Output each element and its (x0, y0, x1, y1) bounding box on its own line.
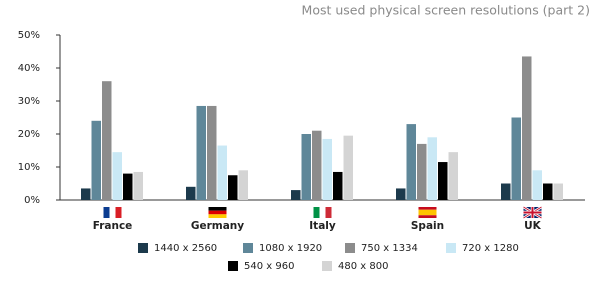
chart-title: Most used physical screen resolutions (p… (302, 3, 590, 18)
flag-part (418, 215, 437, 218)
bar (291, 190, 301, 200)
y-tick-label: 40% (18, 63, 40, 74)
legend-label: 1080 x 1920 (259, 243, 322, 254)
flag-part (103, 207, 110, 218)
flag-part (418, 207, 437, 210)
bar (343, 135, 353, 200)
flag-part (313, 207, 320, 218)
flag-part (325, 207, 332, 218)
bar (501, 183, 511, 200)
bar (532, 170, 542, 200)
flag (103, 207, 122, 218)
bar (123, 173, 133, 200)
bar (81, 188, 91, 200)
flag (522, 205, 543, 220)
bar (333, 171, 343, 200)
flag-part (418, 209, 437, 216)
flag (418, 207, 437, 218)
bar (427, 137, 437, 200)
x-tick-label: Italy (309, 220, 336, 232)
legend-label: 480 x 800 (338, 261, 388, 272)
legend-swatch (322, 261, 332, 271)
flag (208, 207, 227, 218)
x-tick-label: UK (524, 220, 542, 232)
bar (322, 138, 332, 200)
y-tick-label: 10% (18, 162, 40, 173)
bar (312, 130, 322, 200)
legend-swatch (446, 243, 456, 253)
bar (91, 120, 101, 200)
bar (133, 171, 143, 200)
flag (313, 207, 332, 218)
bar (301, 134, 311, 200)
x-tick-label: France (93, 220, 133, 232)
bar (186, 186, 196, 200)
bar (238, 170, 248, 200)
y-tick-label: 30% (18, 96, 40, 107)
flag-part (208, 214, 227, 218)
flag-part (523, 207, 542, 218)
flag-part (109, 207, 116, 218)
y-tick-label: 20% (18, 129, 40, 140)
bar (228, 175, 238, 200)
bar (102, 81, 112, 200)
legend-swatch (345, 243, 355, 253)
bar (217, 145, 227, 200)
bar (553, 183, 563, 200)
legend-swatch (243, 243, 253, 253)
legend-swatch (228, 261, 238, 271)
bar (406, 124, 416, 200)
x-tick-label: Germany (191, 220, 244, 232)
legend-label: 1440 x 2560 (154, 243, 217, 254)
bar (522, 56, 532, 201)
legend-label: 540 x 960 (244, 261, 294, 272)
bar (417, 143, 427, 200)
flag-part (208, 210, 227, 215)
bar (112, 152, 122, 200)
legend-label: 750 x 1334 (361, 243, 418, 254)
y-tick-label: 0% (24, 195, 40, 206)
bar (511, 117, 521, 200)
legend-label: 720 x 1280 (462, 243, 519, 254)
bar (543, 183, 553, 200)
y-tick-label: 50% (18, 30, 40, 41)
flag-part (208, 207, 227, 211)
bar (196, 105, 206, 200)
legend-swatch (138, 243, 148, 253)
x-tick-label: Spain (411, 220, 444, 232)
bar (396, 188, 406, 200)
bar (438, 162, 448, 200)
flag-part (319, 207, 326, 218)
bar (448, 152, 458, 200)
bar (207, 105, 217, 200)
flag-part (115, 207, 122, 218)
